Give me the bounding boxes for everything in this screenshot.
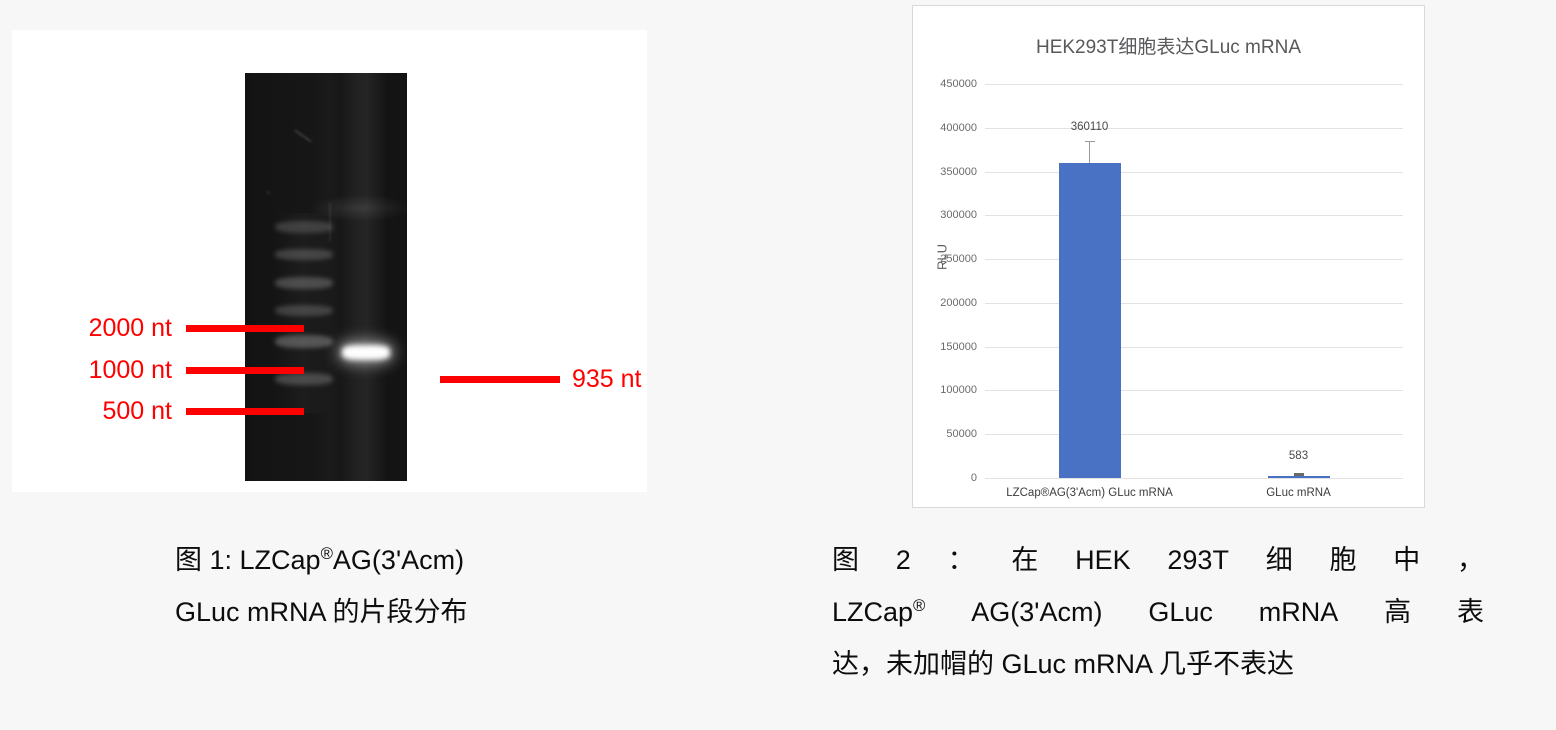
chart-bar[interactable]: [1267, 476, 1330, 478]
caption-segment: mRNA: [1258, 597, 1339, 627]
gel-marker-pointer: [186, 366, 304, 374]
gel-marker-1000nt: 1000 nt: [47, 355, 304, 385]
gridline: [985, 390, 1403, 392]
gel-marker-pointer: [186, 407, 304, 415]
caption-segment: GLuc: [1148, 597, 1213, 627]
figure-1-caption-brand: LZCap: [239, 545, 321, 575]
ladder-band: [275, 249, 333, 260]
figure-1-caption-suffix: AG(3'Acm): [332, 545, 465, 575]
y-axis-tick-label: 150000: [940, 340, 977, 353]
y-axis-tick-label: 450000: [940, 78, 977, 90]
figure-2-caption-line-1: 图 2 ： 在 HEK 293T 细 胞 中 ，: [832, 534, 1484, 586]
gel-artifact: [294, 129, 312, 143]
registered-trademark-icon: ®: [913, 596, 926, 615]
sample-band-935nt: [342, 345, 390, 360]
x-axis-tick-label: LZCap®AG(3'Acm) GLuc mRNA: [1006, 487, 1173, 499]
caption-segment: ：: [947, 545, 975, 575]
gridline: [985, 434, 1403, 436]
gel-marker-500nt: 500 nt: [47, 396, 304, 426]
gel-marker-label: 935 nt: [572, 365, 642, 393]
figure-1-caption-prefix: 图 1:: [175, 545, 240, 575]
ladder-band: [275, 335, 333, 348]
caption-segment: 2: [895, 545, 911, 575]
error-bar-cap: [1084, 140, 1095, 143]
sample-lane-glow: [341, 73, 387, 481]
gel-marker-pointer: [186, 324, 304, 332]
figure-1-caption: 图 1: LZCap®AG(3'Acm) GLuc mRNA 的片段分布: [175, 534, 605, 638]
figure-2-caption-line-3: 达，未加帽的 GLuc mRNA 几乎不表达: [832, 649, 1295, 679]
y-axis-tick-label: 400000: [940, 121, 977, 134]
gel-artifact: [267, 191, 270, 194]
caption-segment: HEK: [1075, 545, 1131, 575]
figure-1-caption-line-1: 图 1: LZCap®AG(3'Acm): [175, 534, 605, 586]
caption-segment: ，: [1457, 545, 1484, 575]
gel-artifact: [329, 203, 331, 241]
caption-segment: 图: [832, 545, 859, 575]
error-bar-cap: [1293, 473, 1304, 476]
plot-area: 0 50000 100000 150000 200000 250000 300000 3500…: [940, 78, 1403, 484]
gridline: [985, 127, 1403, 129]
gel-marker-935nt: 935 nt: [440, 364, 642, 394]
y-axis-tick-label: 100000: [940, 384, 977, 397]
y-axis-tick-label: 250000: [940, 253, 977, 266]
registered-trademark-icon: ®: [320, 544, 333, 563]
ladder-band: [275, 373, 333, 385]
y-axis-tick-label: 300000: [940, 209, 977, 222]
chart-frame: HEK293T细胞表达GLuc mRNA RLU 0 50000 100000 150…: [912, 5, 1425, 508]
figure-2-caption-line-2: LZCap® AG(3'Acm) GLuc mRNA 高 表: [832, 586, 1484, 638]
error-bar: [1088, 140, 1091, 163]
figure-2-container: HEK293T细胞表达GLuc mRNA RLU 0 50000 100000 150…: [700, 0, 1556, 730]
figure-1-caption-line-2: GLuc mRNA 的片段分布: [175, 597, 468, 627]
gridline: [985, 302, 1403, 304]
gridline: [985, 346, 1403, 348]
caption-segment-brand: LZCap®: [832, 596, 926, 627]
caption-segment: 中: [1393, 545, 1421, 575]
gridline: [985, 215, 1403, 217]
gel-marker-label: 1000 nt: [88, 356, 172, 384]
caption-segment: 表: [1456, 597, 1484, 627]
caption-segment: AG(3'Acm): [971, 597, 1103, 627]
gridline: [985, 171, 1403, 173]
figure-1-container: 2000 nt 1000 nt 500 nt 935 nt 图 1: LZCap…: [0, 0, 700, 730]
gel-marker-pointer: [440, 375, 560, 383]
chart-bar[interactable]: [1058, 162, 1121, 478]
ladder-band: [275, 221, 333, 233]
gridline: [985, 84, 1403, 85]
caption-segment: 293T: [1167, 545, 1229, 575]
y-axis-tick-label: 350000: [940, 165, 977, 178]
ladder-lane-glow: [275, 213, 331, 413]
bar-value-label: 360110: [1070, 120, 1109, 133]
caption-segment: 细: [1265, 545, 1293, 575]
caption-segment: 在: [1011, 545, 1039, 575]
caption-segment: 胞: [1329, 545, 1357, 575]
gel-marker-label: 2000 nt: [88, 314, 172, 342]
y-axis-tick-label: 50000: [946, 428, 977, 441]
chart-title: HEK293T细胞表达GLuc mRNA: [1035, 37, 1301, 58]
gel-marker-label: 500 nt: [102, 397, 172, 425]
gridline: [985, 478, 1403, 479]
x-axis-tick-label: GLuc mRNA: [1266, 487, 1331, 499]
ladder-band: [275, 305, 333, 316]
gridline: [985, 259, 1403, 261]
y-axis-tick-label: 0: [970, 472, 977, 484]
gel-marker-2000nt: 2000 nt: [47, 313, 304, 343]
caption-segment: 高: [1384, 597, 1412, 627]
figure-2-caption: 图 2 ： 在 HEK 293T 细 胞 中 ， LZCap® AG(3'Acm) GLuc mRNA 高…: [832, 534, 1484, 690]
gel-white-panel: 2000 nt 1000 nt 500 nt 935 nt: [12, 30, 647, 492]
y-axis-tick-label: 200000: [940, 296, 977, 309]
ladder-band: [275, 277, 333, 289]
bar-value-label: 583: [1288, 450, 1309, 462]
